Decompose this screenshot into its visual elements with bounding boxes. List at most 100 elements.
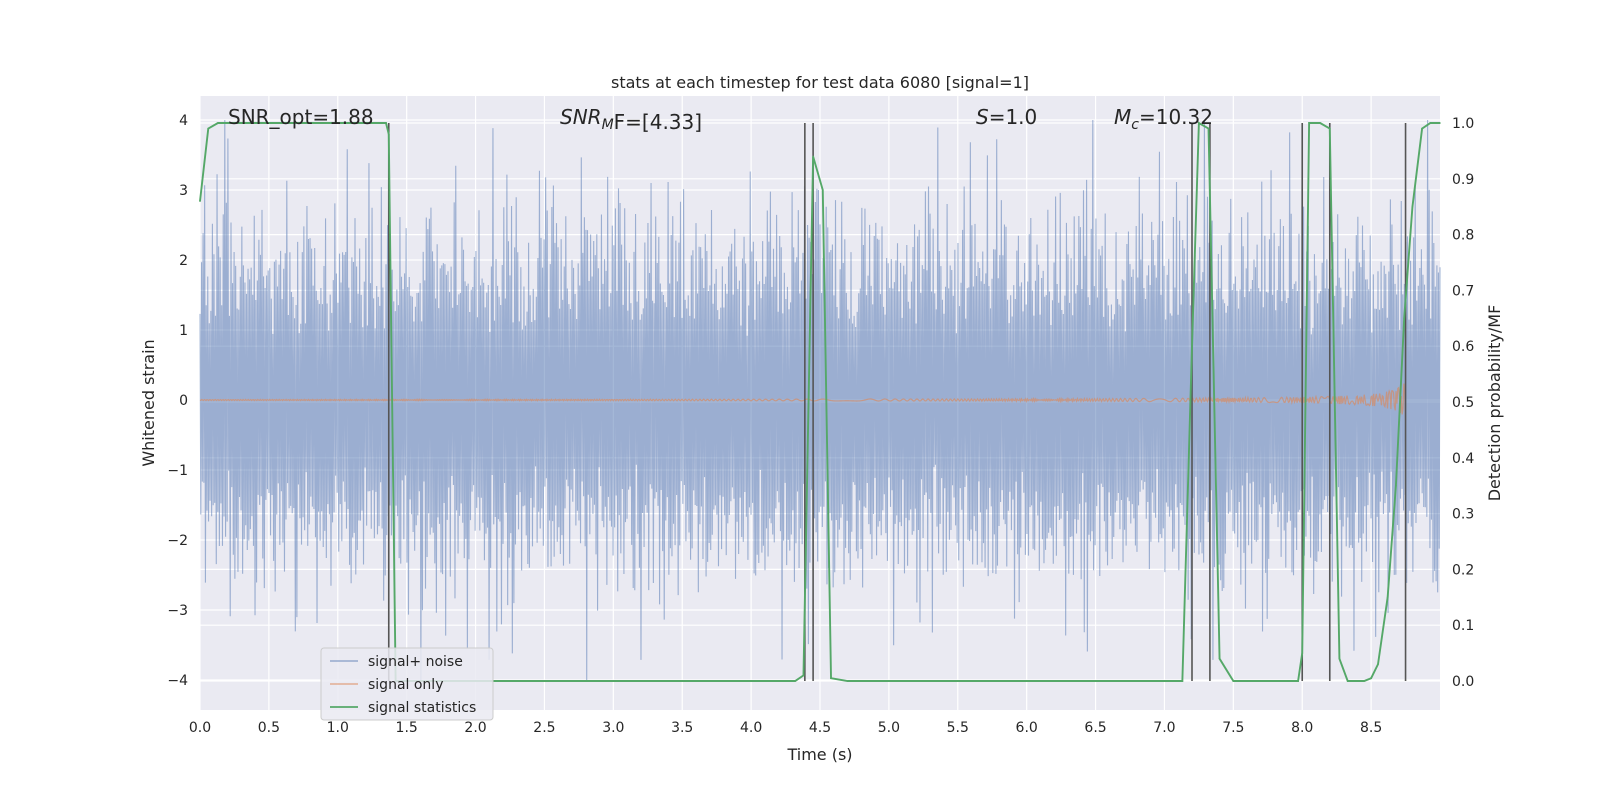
signal-statistics-point <box>812 155 814 158</box>
signal-statistics-point <box>1439 122 1441 124</box>
signal-statistics-point <box>199 200 201 202</box>
signal-statistics-point <box>846 680 849 682</box>
y2-tick-label: 0.6 <box>1452 339 1474 355</box>
signal-statistics-point <box>1198 122 1200 124</box>
signal-statistics-point <box>309 122 312 124</box>
signal-statistics-point <box>1370 677 1372 680</box>
x-tick-label: 2.0 <box>464 720 486 736</box>
y-tick-label: 0 <box>179 393 188 409</box>
x-tick-label: 4.0 <box>740 720 762 736</box>
y2-tick-label: 0.8 <box>1452 228 1474 244</box>
annotation-snr-mf-value: F=[4.33] <box>614 110 702 134</box>
signal-statistics-point <box>217 122 219 124</box>
signal-statistics-point <box>1025 680 1028 682</box>
y-tick-label: 3 <box>179 183 188 199</box>
annotation-mc-main: M <box>1114 105 1131 129</box>
y-axis-label: Whitened strain <box>139 339 158 466</box>
signal-statistics-point <box>1308 122 1310 124</box>
signal-statistics-point <box>240 122 243 124</box>
signal-statistics-point <box>750 680 752 682</box>
signal-statistics-point <box>821 189 824 191</box>
signal-statistics-point <box>1163 680 1166 682</box>
signal-only-line <box>199 383 1407 421</box>
signal-statistics-point <box>385 122 387 124</box>
annotation-s-main: S <box>976 105 989 129</box>
signal-statistics-point <box>268 122 270 124</box>
x-tick-label: 2.5 <box>533 720 555 736</box>
signal-statistics-point <box>1411 205 1414 208</box>
signal-statistics-point <box>1246 680 1248 682</box>
signal-statistics-point <box>1207 127 1210 130</box>
y2-tick-label: 0.3 <box>1452 507 1474 523</box>
y2-tick-label: 0.9 <box>1452 172 1474 188</box>
signal-statistics-point <box>1287 680 1290 682</box>
x-tick-label: 3.5 <box>671 720 693 736</box>
series-signal-statistics <box>199 121 1441 682</box>
signal-statistics-point <box>364 122 367 124</box>
signal-statistics-point <box>1328 127 1331 130</box>
y2-tick-label: 0.2 <box>1452 562 1474 578</box>
signal-statistics-point <box>1346 680 1349 682</box>
signal-statistics-point <box>888 680 890 682</box>
x-tick-label: 0.5 <box>258 720 280 736</box>
signal-statistics-point <box>378 122 380 124</box>
x-tick-label: 3.0 <box>602 720 624 736</box>
x-tick-label: 1.0 <box>327 720 349 736</box>
y2-tick-label: 0.5 <box>1452 395 1474 411</box>
x-tick-label: 7.5 <box>1222 720 1244 736</box>
signal-statistics-point <box>830 677 832 680</box>
legend-label-signal-only: signal only <box>368 677 443 693</box>
annotation-snr-mf-sub: M <box>602 117 614 133</box>
signal-statistics-point <box>1297 680 1299 682</box>
signal-statistics-point <box>794 680 796 682</box>
signal-statistics-point <box>1363 680 1366 682</box>
x-tick-label: 5.0 <box>878 720 900 736</box>
signal-statistics-point <box>1386 596 1389 599</box>
signal-statistics-point <box>207 127 210 130</box>
signal-statistics-point <box>1421 127 1423 130</box>
y2-tick-label: 0.7 <box>1452 283 1474 299</box>
annotation-snr-mf-main: SNR <box>560 105 602 129</box>
y-tick-label: 2 <box>179 253 188 269</box>
annotation-mc-sub: c <box>1131 117 1139 133</box>
y-tick-label: 4 <box>179 113 188 129</box>
annotation-s-value: =1.0 <box>989 105 1038 129</box>
signal-statistics-point <box>1181 680 1184 682</box>
signal-statistics-point <box>1356 680 1359 682</box>
y2-axis-ticks: 1.0 0.9 0.8 0.7 0.6 0.5 0.4 0.3 0.2 0.1 0.0 <box>1452 116 1474 690</box>
annotation-mc: Mc=10.32 <box>1114 105 1213 133</box>
y-tick-label: −2 <box>167 533 188 549</box>
x-axis-label: Time (s) <box>786 745 852 764</box>
signal-statistics-point <box>1301 652 1304 654</box>
legend-label-signal-statistics: signal statistics <box>368 700 476 716</box>
x-tick-label: 1.5 <box>396 720 418 736</box>
signal-statistics-point <box>1395 484 1397 487</box>
y-tick-label: −3 <box>167 603 188 619</box>
signal-statistics-point <box>336 122 339 124</box>
x-tick-label: 0.0 <box>189 720 211 736</box>
signal-statistics-point <box>1232 680 1235 682</box>
x-tick-label: 8.0 <box>1291 720 1313 736</box>
y2-axis-label: Detection probability/MF <box>1485 305 1504 502</box>
y-tick-label: 1 <box>179 323 188 339</box>
signal-statistics-point <box>387 133 390 135</box>
chart-title: stats at each timestep for test data 608… <box>611 73 1029 92</box>
signal-statistics-point <box>226 122 229 124</box>
y-axis-ticks: 4 3 2 1 0 −1 −2 −3 −4 <box>167 113 188 689</box>
signal-statistics-point <box>1218 657 1221 660</box>
signal-statistics-point <box>612 680 615 682</box>
annotation-snr-mf: SNRMF=[4.33] <box>560 105 702 134</box>
x-tick-label: 8.5 <box>1360 720 1382 736</box>
x-axis-ticks: 0.0 0.5 1.0 1.5 2.0 2.5 3.0 3.5 4.0 4.5 5.0 5.5 6.0 6… <box>189 720 1382 736</box>
y2-tick-label: 1.0 <box>1452 116 1474 132</box>
y-tick-label: −1 <box>167 463 188 479</box>
signal-statistics-line <box>199 121 1440 682</box>
y2-tick-label: 0.4 <box>1452 451 1474 467</box>
legend-label-signal-noise: signal+ noise <box>368 654 463 670</box>
x-tick-label: 6.0 <box>1016 720 1038 736</box>
signal-statistics-point <box>802 674 805 677</box>
signal-statistics-point <box>1338 657 1341 660</box>
y2-tick-label: 0.1 <box>1452 618 1474 634</box>
x-tick-label: 7.0 <box>1153 720 1175 736</box>
